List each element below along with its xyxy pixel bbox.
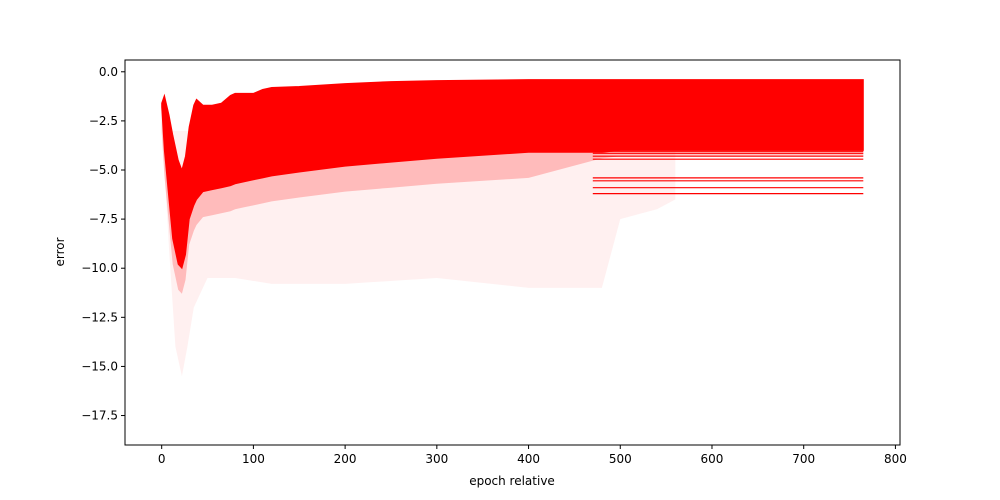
axes-frame	[124, 59, 901, 446]
y-tick-label: −12.5	[81, 310, 118, 324]
y-tick-label: −15.0	[81, 359, 118, 373]
x-tick-label: 200	[334, 452, 357, 466]
x-axis-label: epoch relative	[469, 474, 555, 488]
y-tick-label: −2.5	[89, 114, 118, 128]
sparse-tail-region	[161, 111, 676, 377]
dense-error-band	[161, 79, 864, 270]
x-tick-label: 0	[158, 452, 166, 466]
x-tick-label: 400	[517, 452, 540, 466]
x-tick-label: 600	[701, 452, 724, 466]
y-tick-label: 0.0	[99, 65, 118, 79]
x-tick-label: 700	[792, 452, 815, 466]
y-axis: 0.0 −2.5 −5.0 −7.5 −10.0 −12.5 −15.0 −17.5	[81, 65, 125, 423]
x-tick-label: 100	[242, 452, 265, 466]
x-tick-label: 800	[884, 452, 907, 466]
y-tick-label: −10.0	[81, 261, 118, 275]
y-tick-label: −17.5	[81, 409, 118, 423]
x-axis: 0 100 200 300 400 500 600 700 800	[158, 445, 907, 466]
plot-area	[161, 79, 864, 377]
x-tick-label: 500	[609, 452, 632, 466]
x-tick-label: 300	[425, 452, 448, 466]
y-tick-label: −5.0	[89, 163, 118, 177]
y-tick-label: −7.5	[89, 212, 118, 226]
y-axis-label: error	[53, 237, 67, 266]
